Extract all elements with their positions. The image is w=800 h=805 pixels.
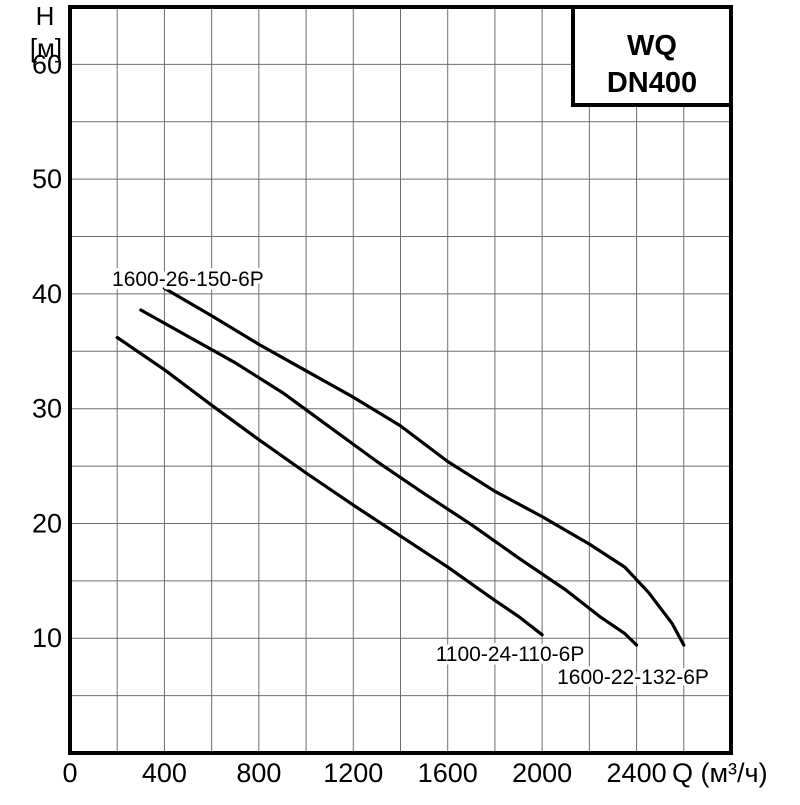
y-tick-label-30: 30 [32,394,62,424]
model-box: WQ DN400 [571,5,733,107]
x-tick-label-400: 400 [142,758,187,788]
y-axis-name: H [36,1,55,31]
x-axis-unit-label: Q (м³/ч) [672,758,768,788]
curve-label-1600-26-150-6P: 1600-26-150-6P [112,268,264,291]
curve-1600-22-132-6P [139,308,639,647]
curve-1600-26-150-6P [162,286,686,647]
x-tick-label-2000: 2000 [512,758,572,788]
x-tick-label-2400: 2400 [607,758,667,788]
y-axis-unit: [м] [30,33,62,63]
curve-label-1600-22-132-6P: 1600-22-132-6P [557,666,709,689]
y-tick-label-60: 60 [32,49,62,79]
y-tick-label-10: 10 [32,623,62,653]
x-tick-label-0: 0 [62,758,77,788]
x-tick-label-1600: 1600 [418,758,478,788]
model-box-line2: DN400 [607,67,697,99]
y-tick-label-40: 40 [32,279,62,309]
x-tick-label-1200: 1200 [323,758,383,788]
x-tick-label-800: 800 [236,758,281,788]
tick-labels: 0 400 800 1200 1600 2000 2400 60 50 40 30 20 10 [32,49,667,788]
model-box-frame [571,5,733,107]
grid-layer [70,7,731,753]
plot-frame [68,5,733,755]
curve-layer [115,286,686,647]
curve-label-1100-24-110-6P: 1100-24-110-6P [436,643,585,666]
model-box-line1: WQ [627,30,677,62]
y-tick-label-50: 50 [32,164,62,194]
curve-1100-24-110-6P [115,335,544,637]
y-tick-label-20: 20 [32,508,62,538]
curve-labels: 1600-26-150-6P 1600-22-132-6P1100-24-110-… [109,264,713,692]
